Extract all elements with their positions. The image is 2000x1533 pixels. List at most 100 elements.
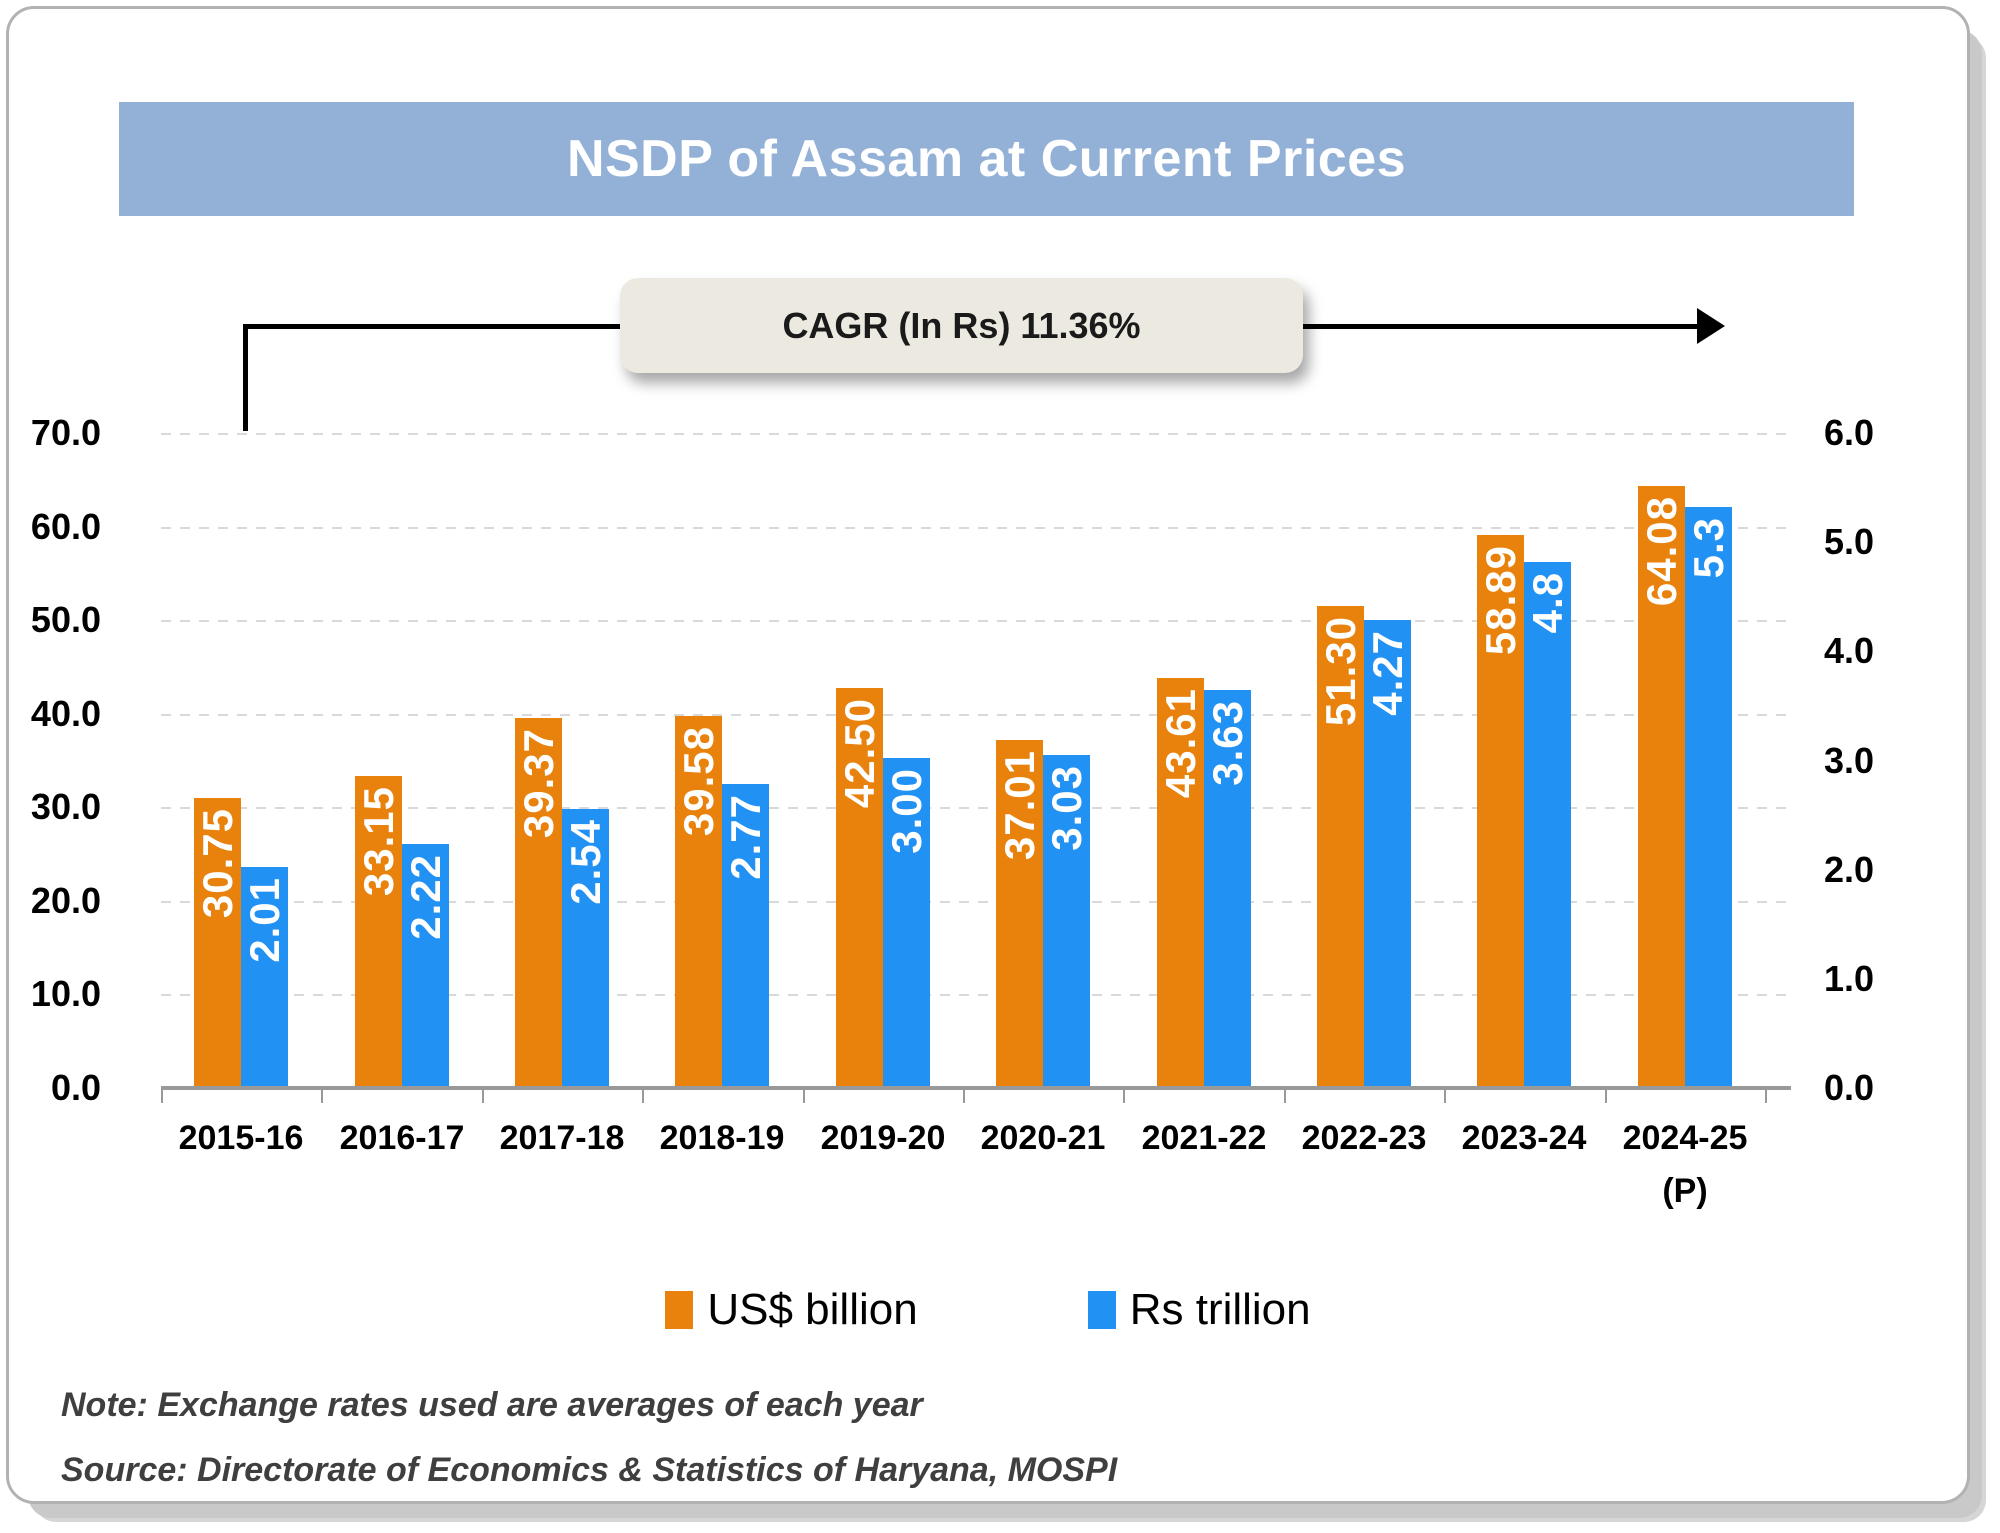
bar-value-label: 4.8 bbox=[1523, 572, 1571, 634]
legend-label-rs: Rs trillion bbox=[1129, 1285, 1311, 1334]
bar-rs-trillion: 5.3 bbox=[1685, 507, 1732, 1086]
gridline bbox=[161, 807, 1791, 809]
cagr-callout: CAGR (In Rs) 11.36% bbox=[620, 278, 1303, 373]
bar-rs-trillion: 2.01 bbox=[241, 867, 288, 1086]
x-axis-tick bbox=[1605, 1090, 1607, 1103]
chart-card: NSDP of Assam at Current Prices CAGR (In… bbox=[6, 6, 1970, 1504]
x-axis-tick bbox=[482, 1090, 484, 1103]
gridline bbox=[161, 994, 1791, 996]
right-axis-tick-label: 6.0 bbox=[1824, 412, 1875, 453]
bar-value-label: 3.00 bbox=[882, 768, 930, 854]
bar-group: 39.58 2.77 bbox=[675, 716, 769, 1086]
legend-swatch-usd bbox=[665, 1291, 694, 1329]
bar-rs-trillion: 4.27 bbox=[1364, 620, 1411, 1086]
legend-swatch-rs bbox=[1087, 1291, 1116, 1329]
gridline bbox=[161, 620, 1791, 622]
plot-area: 30.75 2.01 33.15 2.22 39.37 2.54 39.58 2.77 42.5… bbox=[161, 433, 1791, 1103]
bar-value-label: 30.75 bbox=[193, 808, 241, 919]
bar-group: 33.15 2.22 bbox=[355, 776, 449, 1086]
bar-usd-billion: 58.89 bbox=[1477, 535, 1524, 1086]
bar-value-label: 42.50 bbox=[835, 698, 883, 809]
x-axis-tick bbox=[1284, 1090, 1286, 1103]
bar-usd-billion: 64.08 bbox=[1638, 486, 1685, 1086]
bar-usd-billion: 33.15 bbox=[355, 776, 402, 1086]
right-axis-tick-label: 2.0 bbox=[1824, 849, 1875, 890]
bar-value-label: 2.01 bbox=[240, 877, 288, 963]
bar-usd-billion: 30.75 bbox=[194, 798, 241, 1086]
left-axis-tick-label: 70.0 bbox=[30, 412, 101, 453]
bar-rs-trillion: 3.63 bbox=[1204, 690, 1251, 1086]
bar-value-label: 58.89 bbox=[1476, 545, 1524, 656]
bar-usd-billion: 42.50 bbox=[836, 688, 883, 1086]
legend-label-usd: US$ billion bbox=[707, 1285, 918, 1334]
bar-value-label: 2.22 bbox=[401, 854, 449, 940]
x-axis-label: 2023-24 bbox=[1461, 1119, 1587, 1157]
x-axis-tick bbox=[803, 1090, 805, 1103]
cagr-label: CAGR (In Rs) 11.36% bbox=[782, 304, 1141, 346]
bar-value-label: 39.37 bbox=[514, 728, 562, 839]
left-axis-tick-label: 50.0 bbox=[30, 599, 101, 640]
x-axis-label: 2021-22 bbox=[1141, 1119, 1267, 1157]
bar-group: 58.89 4.8 bbox=[1477, 535, 1571, 1086]
left-axis-tick-label: 10.0 bbox=[30, 973, 101, 1014]
bar-usd-billion: 43.61 bbox=[1157, 678, 1204, 1086]
bar-group: 37.01 3.03 bbox=[996, 740, 1090, 1086]
left-axis-tick-label: 60.0 bbox=[30, 506, 101, 547]
title-banner: NSDP of Assam at Current Prices bbox=[119, 102, 1854, 216]
x-axis-label: 2019-20 bbox=[820, 1119, 946, 1157]
bar-value-label: 5.3 bbox=[1684, 517, 1732, 579]
bar-group: 64.08 5.3 bbox=[1638, 486, 1732, 1086]
bar-value-label: 43.61 bbox=[1156, 688, 1204, 799]
bar-group: 51.30 4.27 bbox=[1317, 606, 1411, 1086]
bar-group: 43.61 3.63 bbox=[1157, 678, 1251, 1086]
right-axis-tick-label: 5.0 bbox=[1824, 521, 1875, 562]
right-axis-tick-label: 3.0 bbox=[1824, 740, 1875, 781]
cagr-arrow-head-icon bbox=[1697, 308, 1725, 344]
left-axis-tick-label: 30.0 bbox=[30, 786, 101, 827]
bar-usd-billion: 39.37 bbox=[515, 718, 562, 1086]
cagr-arrow-vertical-line bbox=[243, 324, 248, 431]
gridline bbox=[161, 527, 1791, 529]
x-axis-label: 2018-19 bbox=[659, 1119, 785, 1157]
bar-value-label: 33.15 bbox=[354, 786, 402, 897]
left-axis-tick-label: 20.0 bbox=[30, 880, 101, 921]
legend-item-usd: US$ billion bbox=[665, 1285, 918, 1335]
x-axis-tick bbox=[1765, 1090, 1767, 1103]
x-axis-label: 2022-23 bbox=[1301, 1119, 1427, 1157]
x-axis-tick bbox=[1123, 1090, 1125, 1103]
gridline bbox=[161, 433, 1791, 435]
x-axis-label: 2016-17 bbox=[339, 1119, 465, 1157]
bar-usd-billion: 51.30 bbox=[1317, 606, 1364, 1086]
left-axis-tick-label: 0.0 bbox=[50, 1067, 101, 1108]
bar-value-label: 3.03 bbox=[1042, 765, 1090, 851]
bar-value-label: 64.08 bbox=[1637, 496, 1685, 607]
bar-value-label: 37.01 bbox=[995, 750, 1043, 861]
bar-rs-trillion: 3.00 bbox=[883, 758, 930, 1086]
bar-rs-trillion: 4.8 bbox=[1524, 562, 1571, 1086]
bar-value-label: 2.54 bbox=[561, 819, 609, 905]
x-axis-tick bbox=[161, 1090, 163, 1103]
legend: US$ billion Rs trillion bbox=[9, 1285, 1967, 1335]
chart-title: NSDP of Assam at Current Prices bbox=[566, 130, 1407, 188]
x-axis-label: 2020-21 bbox=[980, 1119, 1106, 1157]
x-axis-tick bbox=[642, 1090, 644, 1103]
x-axis-label: 2017-18 bbox=[499, 1119, 625, 1157]
bar-value-label: 51.30 bbox=[1316, 616, 1364, 727]
bar-rs-trillion: 2.54 bbox=[562, 809, 609, 1086]
bar-rs-trillion: 3.03 bbox=[1043, 755, 1090, 1086]
bar-rs-trillion: 2.77 bbox=[722, 784, 769, 1086]
bar-value-label: 39.58 bbox=[674, 726, 722, 837]
x-axis-tick bbox=[963, 1090, 965, 1103]
x-axis-tick bbox=[321, 1090, 323, 1103]
bar-group: 42.50 3.00 bbox=[836, 688, 930, 1086]
bar-value-label: 3.63 bbox=[1203, 700, 1251, 786]
bar-usd-billion: 37.01 bbox=[996, 740, 1043, 1086]
bar-group: 30.75 2.01 bbox=[194, 798, 288, 1086]
source-text: Source: Directorate of Economics & Stati… bbox=[61, 1451, 1118, 1489]
left-axis-tick-label: 40.0 bbox=[30, 693, 101, 734]
x-axis-label: 2024-25 (P) bbox=[1622, 1119, 1748, 1210]
right-axis-tick-label: 4.0 bbox=[1824, 630, 1875, 671]
bar-rs-trillion: 2.22 bbox=[402, 844, 449, 1086]
bar-group: 39.37 2.54 bbox=[515, 718, 609, 1086]
x-axis-label: 2015-16 bbox=[178, 1119, 304, 1157]
